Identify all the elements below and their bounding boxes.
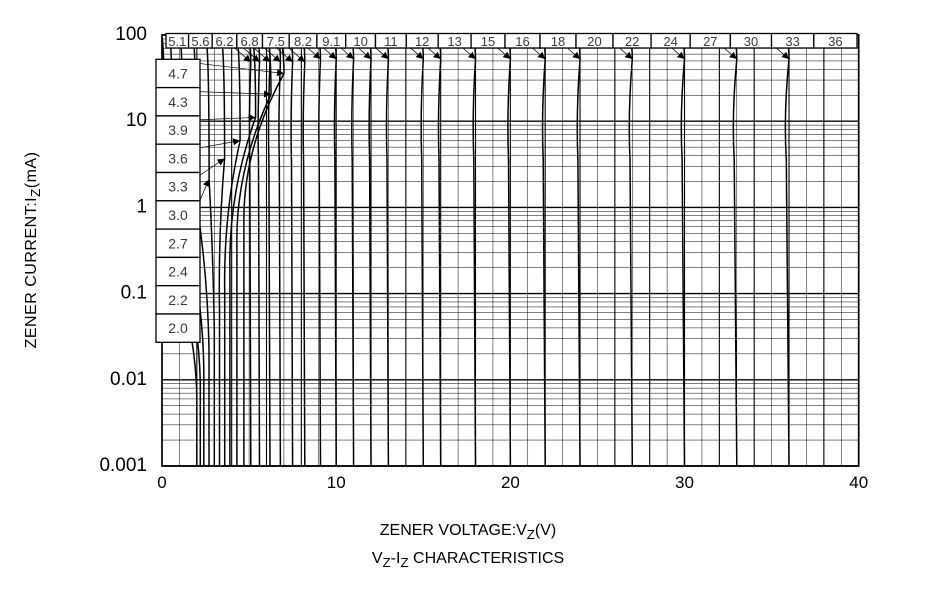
svg-text:27: 27 <box>703 34 717 49</box>
svg-text:0.01: 0.01 <box>110 369 147 390</box>
svg-text:10: 10 <box>353 34 367 49</box>
svg-text:15: 15 <box>481 34 495 49</box>
svg-text:5.1: 5.1 <box>168 34 186 49</box>
svg-text:11: 11 <box>384 34 398 49</box>
svg-text:18: 18 <box>551 34 565 49</box>
svg-text:1: 1 <box>136 196 147 217</box>
svg-text:36: 36 <box>828 34 842 49</box>
svg-text:33: 33 <box>785 34 799 49</box>
svg-text:3.0: 3.0 <box>168 207 188 223</box>
svg-text:4.3: 4.3 <box>168 94 188 110</box>
svg-text:10: 10 <box>126 110 147 131</box>
svg-text:6.2: 6.2 <box>215 34 233 49</box>
svg-text:9.1: 9.1 <box>322 34 340 49</box>
svg-text:0.001: 0.001 <box>99 455 147 476</box>
svg-text:2.2: 2.2 <box>168 292 188 308</box>
svg-text:22: 22 <box>625 34 639 49</box>
svg-text:30: 30 <box>744 34 758 49</box>
svg-text:2.4: 2.4 <box>168 264 188 280</box>
svg-text:12: 12 <box>415 34 429 49</box>
svg-text:4.7: 4.7 <box>168 65 188 81</box>
svg-text:3.6: 3.6 <box>168 150 188 166</box>
svg-text:5.6: 5.6 <box>191 34 209 49</box>
svg-text:20: 20 <box>501 473 520 492</box>
svg-text:10: 10 <box>327 473 346 492</box>
svg-text:40: 40 <box>849 473 868 492</box>
svg-text:16: 16 <box>515 34 529 49</box>
svg-text:0: 0 <box>157 473 166 492</box>
svg-text:100: 100 <box>115 24 147 45</box>
svg-text:24: 24 <box>663 34 677 49</box>
svg-text:2.0: 2.0 <box>168 320 188 336</box>
svg-text:8.2: 8.2 <box>294 34 312 49</box>
svg-text:6.8: 6.8 <box>241 34 259 49</box>
svg-text:7.5: 7.5 <box>267 34 285 49</box>
svg-text:13: 13 <box>447 34 461 49</box>
svg-text:3.9: 3.9 <box>168 122 188 138</box>
svg-text:3.3: 3.3 <box>168 179 188 195</box>
svg-text:20: 20 <box>587 34 601 49</box>
svg-text:2.7: 2.7 <box>168 235 188 251</box>
svg-text:0.1: 0.1 <box>121 283 147 304</box>
svg-text:30: 30 <box>675 473 694 492</box>
